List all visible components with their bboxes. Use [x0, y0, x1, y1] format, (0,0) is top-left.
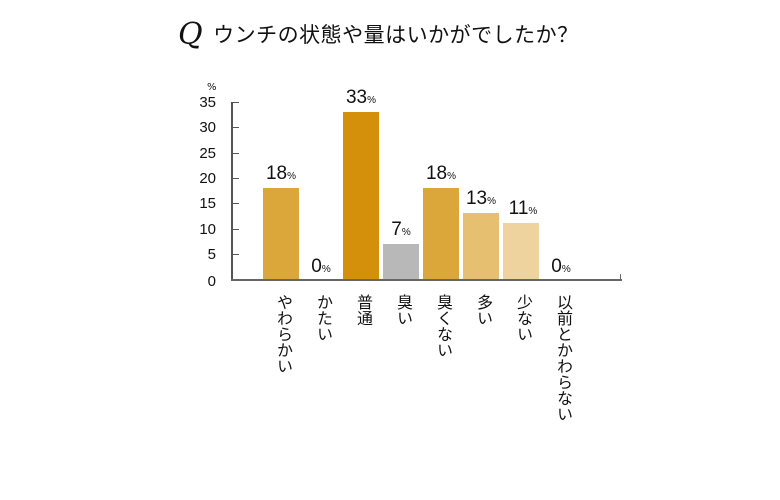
category-label: 臭い — [394, 294, 413, 326]
value-label: 18% — [425, 163, 457, 184]
y-tick-label: 20 — [199, 170, 216, 187]
category-label: 臭くない — [434, 294, 453, 358]
y-tick — [231, 102, 239, 103]
x-axis-end-tick — [620, 274, 621, 280]
bar-sukunai — [503, 223, 539, 279]
y-tick — [231, 153, 239, 154]
bar-yawarakai — [263, 188, 299, 279]
category-label: 以前とかわらない — [554, 294, 573, 422]
value-label: 0% — [311, 256, 331, 277]
chart-title: Q ウンチの状態や量はいかがでしたか？ — [178, 16, 579, 52]
y-tick-label: 30 — [199, 119, 216, 136]
y-tick-label: 35 — [199, 94, 216, 111]
y-tick — [231, 178, 239, 179]
y-axis — [231, 102, 233, 280]
bar-ooi — [463, 213, 499, 279]
value-label: 33% — [345, 87, 377, 108]
question-text: ウンチの状態や量はいかがでしたか？ — [213, 23, 579, 47]
x-axis — [231, 279, 622, 281]
y-tick — [231, 229, 239, 230]
value-label: 7% — [391, 219, 411, 240]
category-label: かたい — [314, 294, 333, 342]
category-label: 少ない — [514, 294, 533, 342]
question-mark-q: Q — [178, 16, 204, 52]
value-label: 18% — [265, 163, 297, 184]
category-label: 多い — [474, 294, 493, 326]
y-tick — [231, 254, 239, 255]
bar-futsuu — [343, 112, 379, 279]
value-label: 13% — [465, 188, 497, 209]
y-tick-label: 5 — [207, 246, 216, 263]
bar-kusai — [383, 244, 419, 279]
category-label: 普通 — [354, 294, 373, 326]
y-tick — [231, 127, 239, 128]
y-tick-label: 0 — [207, 273, 216, 290]
y-axis-unit: % — [207, 82, 217, 93]
y-tick — [231, 203, 239, 204]
y-tick-label: 10 — [199, 221, 216, 238]
bar-kusakunai — [423, 188, 459, 279]
value-label: 0% — [551, 256, 571, 277]
category-label: やわらかい — [274, 294, 293, 374]
value-label: 11% — [508, 198, 538, 219]
y-tick-label: 25 — [199, 145, 216, 162]
y-tick-label: 15 — [199, 195, 216, 212]
